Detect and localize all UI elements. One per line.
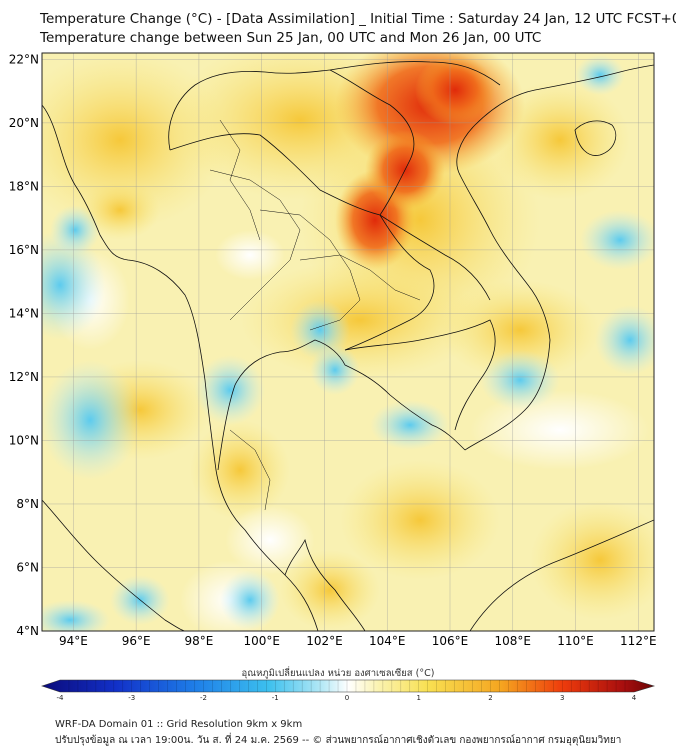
colorbar-tick-label: -4 — [57, 694, 65, 702]
colorbar-tick-label: 2 — [488, 694, 492, 702]
temperature-field — [42, 53, 654, 631]
latitude-label: 6°N — [16, 560, 39, 574]
longitude-labels: 94°E 96°E 98°E 100°E 102°E 104°E 106°E 108°E 110… — [59, 634, 657, 648]
colorbar-tick-label: -1 — [272, 694, 279, 702]
coastline-vietnam — [456, 64, 654, 451]
latitude-labels: 22°N 20°N 18°N 16°N 14°N 12°N 10°N 8°N 6°N 4°N — [9, 52, 39, 638]
footer-update-info: ปรับปรุงข้อมูล ณ เวลา 19:00น. วัน ส. ที่… — [55, 735, 622, 746]
coastline-malay — [284, 538, 366, 631]
latitude-label: 8°N — [16, 497, 39, 511]
coastlines-and-borders — [42, 61, 654, 631]
colorbar-tick-label: 4 — [632, 694, 637, 702]
longitude-label: 112°E — [620, 634, 657, 648]
colorbar-tick-label: 3 — [560, 694, 564, 702]
latitude-label: 18°N — [9, 179, 39, 193]
longitude-label: 102°E — [306, 634, 343, 648]
colorbar-tick-label: -2 — [200, 694, 207, 702]
province-lines-1 — [209, 169, 301, 321]
coastline-gulf-thailand — [217, 339, 466, 471]
longitude-label: 110°E — [557, 634, 594, 648]
footer-model-info: WRF-DA Domain 01 :: Grid Resolution 9km … — [55, 719, 303, 730]
latitude-label: 4°N — [16, 624, 39, 638]
map-subtitle: Temperature change between Sun 25 Jan, 0… — [40, 30, 542, 46]
map-frame — [41, 52, 655, 632]
border-china-vietnam — [329, 61, 501, 86]
border-laos — [329, 69, 491, 301]
longitude-label: 98°E — [184, 634, 213, 648]
coastline-sumatra — [42, 499, 186, 631]
colorbar-label: อุณหภูมิเปลี่ยนแปลง หน่วย องศาเซลเซียส (… — [241, 668, 435, 679]
colorbar-bar — [41, 679, 656, 693]
province-lines-3 — [299, 254, 421, 301]
province-lines-4 — [219, 119, 261, 241]
border-cambodia — [344, 319, 496, 431]
latitude-label: 22°N — [9, 52, 39, 66]
coastline-myanmar-west — [42, 104, 319, 631]
longitude-label: 94°E — [59, 634, 88, 648]
latitude-label: 14°N — [9, 306, 39, 320]
border-myanmar-china — [168, 69, 331, 151]
latitude-label: 16°N — [9, 243, 39, 257]
province-lines-2 — [259, 209, 361, 331]
longitude-label: 108°E — [495, 634, 532, 648]
longitude-label: 100°E — [243, 634, 280, 648]
map-title: Temperature Change (°C) - [Data Assimila… — [40, 11, 676, 27]
colorbar-ticks: -4 -3 -2 -1 0 1 2 3 4 — [57, 694, 637, 702]
colorbar-tick-label: -3 — [128, 694, 135, 702]
province-lines-5 — [229, 429, 271, 511]
latitude-label: 20°N — [9, 116, 39, 130]
coastline-hainan — [574, 120, 617, 156]
coastline-borneo — [469, 519, 654, 631]
longitude-label: 104°E — [369, 634, 406, 648]
longitude-label: 96°E — [122, 634, 151, 648]
longitude-label: 106°E — [432, 634, 469, 648]
latitude-label: 12°N — [9, 370, 39, 384]
colorbar-tick-label: 1 — [417, 694, 421, 702]
colorbar: -4 -3 -2 -1 0 1 2 3 4 — [41, 679, 656, 702]
latitude-label: 10°N — [9, 433, 39, 447]
colorbar-tick-label: 0 — [345, 694, 349, 702]
